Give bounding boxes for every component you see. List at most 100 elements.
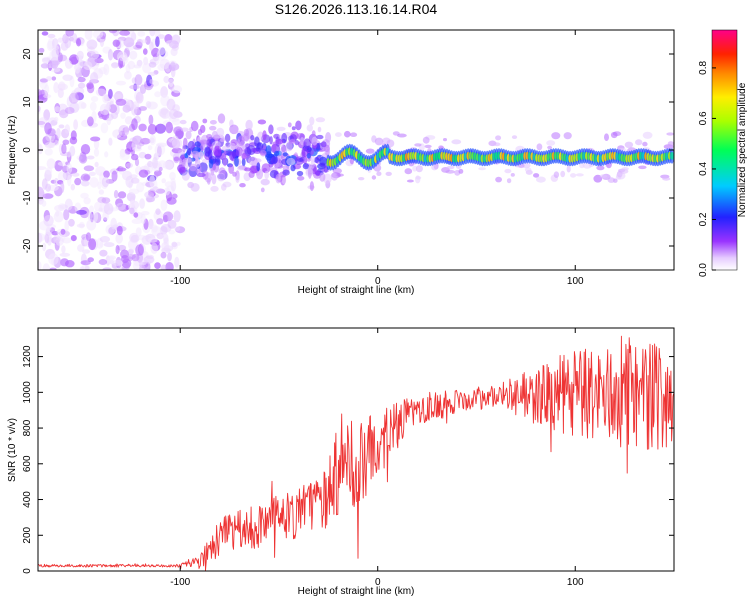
spectrogram-blob-499 — [98, 189, 105, 195]
spectrogram-blob-386 — [46, 76, 52, 81]
spectrogram-blob-602 — [130, 177, 140, 184]
spectrogram-blob-277 — [49, 267, 57, 270]
spectrogram-blob-68 — [77, 244, 85, 252]
spectrogram-blob-370 — [60, 41, 69, 51]
spectrogram-blob-627 — [133, 64, 142, 69]
spectrogram-blob-853 — [302, 163, 310, 170]
spectrogram-blob-479 — [88, 238, 97, 251]
spectrogram-blob-923 — [275, 138, 284, 145]
spectrogram-blob-513 — [139, 198, 146, 209]
spectrogram-blob-593 — [51, 48, 59, 60]
spectrogram-blob-999 — [236, 139, 241, 150]
spectrogram-blob-605 — [102, 93, 108, 103]
spectrogram-blob-628 — [170, 177, 176, 186]
spectrogram-blob-642 — [53, 211, 64, 223]
spectrogram-blob-139 — [156, 218, 164, 225]
snr-plot-area — [38, 328, 674, 571]
spectrogram-blob-632 — [149, 134, 156, 146]
spectrogram-blob-279 — [89, 177, 99, 188]
spectrogram-blob-428 — [86, 219, 97, 231]
spectrogram-blob-1008 — [307, 165, 313, 174]
spectrogram-blob-1158 — [424, 144, 432, 149]
spectrogram-blob-932 — [313, 157, 320, 163]
spectrogram-blob-603 — [86, 83, 95, 94]
spectrogram-blob-430 — [156, 232, 164, 240]
spectrogram-blob-601 — [112, 259, 124, 266]
spectrogram-blob-415 — [80, 192, 89, 199]
snr-x-tick-label: -100 — [170, 577, 190, 588]
spectrogram-blob-569 — [47, 33, 56, 39]
spectrogram-x-tick-label: 100 — [567, 276, 584, 287]
spectrogram-blob-1036 — [478, 167, 486, 171]
spectrogram-blob-586 — [152, 186, 159, 192]
spectrogram-blob-351 — [139, 84, 147, 94]
spectrogram-y-axis-label: Frequency (Hz) — [7, 116, 18, 185]
spectrogram-blob-648 — [62, 74, 73, 81]
spectrogram-blob-1125 — [599, 174, 608, 179]
spectrogram-blob-457 — [171, 241, 178, 248]
spectrogram-blob-541 — [131, 218, 143, 224]
spectrogram-blob-839 — [287, 122, 292, 128]
colorbar-ticks: 0.0 0.2 0.4 0.6 0.8 — [698, 29, 738, 277]
spectrogram-blob-10 — [70, 235, 77, 242]
spectrogram-blob-270 — [168, 78, 174, 87]
spectrogram-blob-575 — [173, 126, 184, 136]
spectrogram-blob-38 — [129, 50, 138, 60]
spectrogram-blob-1088 — [446, 165, 455, 170]
spectrogram-blob-489 — [107, 255, 116, 260]
snr-y-tick-label: 1000 — [22, 381, 33, 404]
spectrogram-blob-1168 — [563, 132, 572, 140]
spectrogram-blob-946 — [190, 183, 200, 192]
spectrogram-blob-211 — [94, 161, 99, 168]
spectrogram-blob-949 — [222, 156, 228, 167]
spectrogram-blob-881 — [221, 145, 230, 151]
spectrogram-blob-969 — [319, 172, 326, 182]
spectrogram-blob-600 — [171, 138, 183, 149]
spectrogram-blob-473 — [116, 167, 127, 172]
spectrogram-blob-441 — [129, 84, 140, 90]
spectrogram-blob-958 — [255, 146, 260, 152]
spectrogram-blob-1141 — [344, 130, 351, 138]
snr-y-tick-label: 0 — [22, 568, 33, 574]
spectrogram-blob-469 — [93, 148, 100, 157]
spectrogram-blob-641 — [90, 72, 99, 84]
spectrogram-blob-876 — [243, 167, 252, 172]
spectrogram-blob-884 — [182, 144, 186, 153]
spectrogram-blob-571 — [149, 30, 156, 37]
colorbar-tick-label: 0.0 — [698, 263, 709, 277]
spectrogram-blob-1110 — [610, 131, 618, 139]
spectrogram-blob-656 — [281, 176, 287, 185]
spectrogram-blob-1117 — [616, 171, 626, 180]
spectrogram-blob-973 — [276, 126, 286, 131]
spectrogram-blob-345 — [61, 245, 66, 254]
spectrogram-blob-467 — [125, 102, 131, 113]
spectrogram-blob-525 — [136, 182, 145, 193]
spectrogram-blob-1139 — [667, 141, 674, 147]
spectrogram-blob-643 — [136, 143, 142, 150]
spectrogram-blob-978 — [228, 142, 237, 151]
spectrogram-blob-1069 — [547, 145, 553, 150]
spectrogram-blob-638 — [45, 167, 53, 175]
spectrogram-blob-315 — [138, 151, 147, 159]
spectrogram-blob-526 — [54, 204, 65, 212]
spectrogram-blob-299 — [86, 39, 98, 50]
spectrogram-blob-328 — [160, 107, 169, 116]
spectrogram-blob-1135 — [510, 173, 515, 177]
spectrogram-blob-535 — [62, 33, 69, 44]
spectrogram-blob-964 — [194, 141, 201, 147]
spectrogram-blob-730 — [297, 176, 305, 181]
spectrogram-blob-1120 — [397, 133, 407, 138]
spectrogram-blob-267 — [78, 154, 88, 164]
spectrogram-blob-1026 — [349, 132, 358, 137]
spectrogram-blob-637 — [89, 205, 94, 213]
spectrogram-blob-113 — [138, 123, 147, 132]
spectrogram-blob-240 — [99, 249, 108, 257]
spectrogram-blob-1169 — [406, 179, 414, 183]
spectrogram-blob-950 — [310, 156, 316, 163]
spectrogram-blob-645 — [129, 199, 135, 208]
spectrogram-blob-660 — [224, 133, 231, 143]
spectrogram-blob-562 — [163, 233, 169, 244]
spectrogram-blob-1130 — [495, 176, 502, 183]
spectrogram-blob-322 — [53, 82, 59, 94]
spectrogram-blob-639 — [161, 242, 170, 251]
